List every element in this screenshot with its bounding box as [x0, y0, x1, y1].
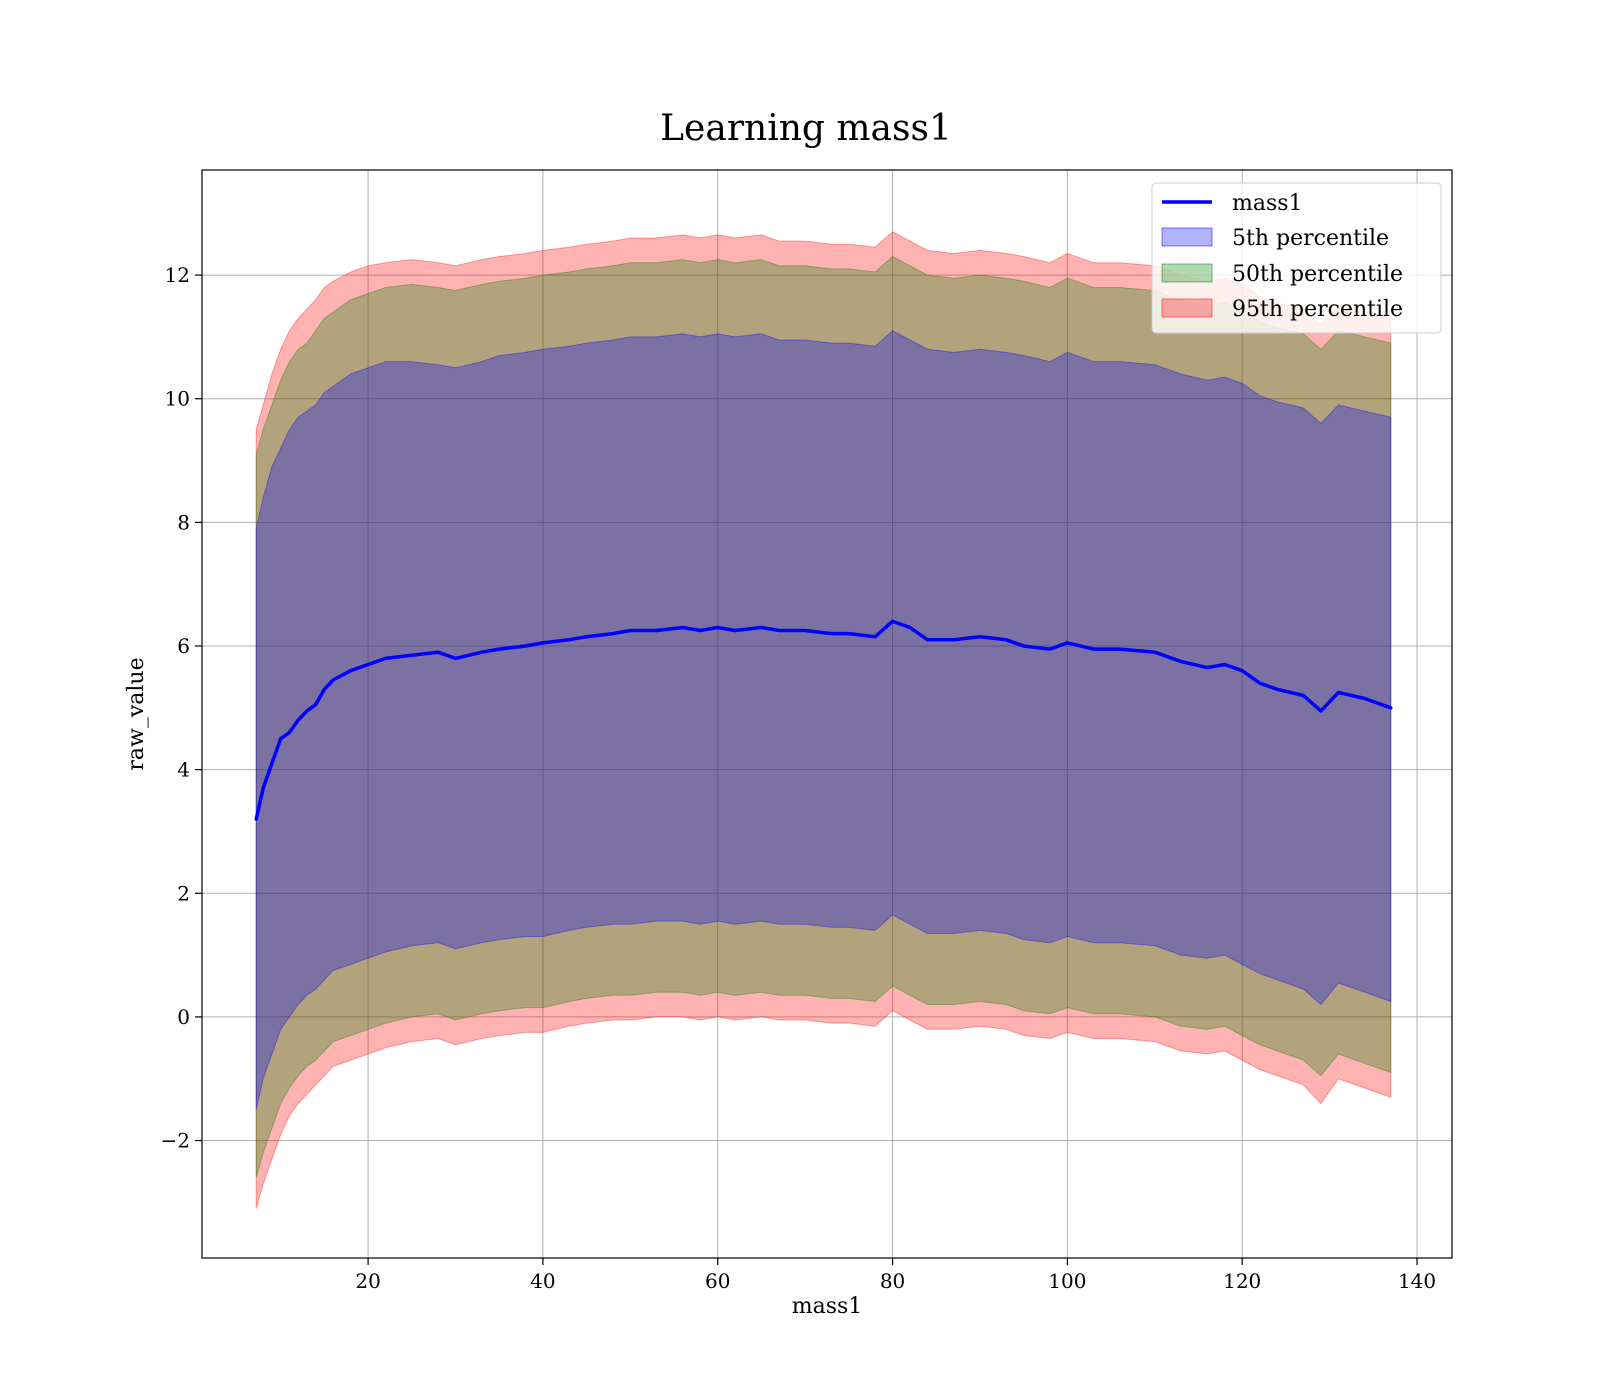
y-tick-label: −2: [161, 1129, 190, 1153]
legend-swatch-band-2: [1161, 298, 1213, 318]
x-tick-label: 60: [705, 1269, 730, 1293]
y-tick-label: 0: [177, 1005, 190, 1029]
x-tick-label: 80: [880, 1269, 905, 1293]
x-tick-label: 120: [1223, 1269, 1261, 1293]
legend-swatch-band-1: [1161, 263, 1213, 283]
legend-swatch-band-0: [1161, 227, 1213, 247]
legend-label-band-2: 95th percentile: [1232, 297, 1403, 322]
x-tick-label: 20: [355, 1269, 380, 1293]
legend-label-band-0: 5th percentile: [1232, 226, 1389, 251]
series-line-mass1: [254, 619, 1393, 821]
y-tick-label: 6: [177, 634, 190, 658]
x-tick-label: 40: [530, 1269, 555, 1293]
plot-frame: [201, 169, 1453, 1259]
percentile-bands: [255, 231, 1392, 1209]
legend-box: [1151, 182, 1442, 334]
line-series: [254, 619, 1393, 821]
y-axis-ticks: −2 0 2 4 6 8 10 12: [161, 263, 202, 1153]
legend-label-line: mass1: [1232, 191, 1303, 216]
x-axis-ticks: 20 40 60 80 100 120 140: [355, 1258, 1436, 1293]
y-tick-label: 10: [165, 387, 190, 411]
band-area-2: [255, 231, 1392, 1209]
y-axis-label: raw_value: [124, 657, 149, 770]
chart-title: Learning mass1: [660, 108, 952, 149]
legend: mass1 5th percentile 50th percentile 95t…: [1151, 182, 1442, 334]
x-tick-label: 140: [1398, 1269, 1436, 1293]
y-tick-label: 12: [165, 263, 190, 287]
plot-background: [202, 170, 1452, 1258]
band-area-0: [255, 330, 1392, 1110]
plot-area: [201, 169, 1453, 1259]
x-tick-label: 100: [1048, 1269, 1086, 1293]
band-area-1: [255, 255, 1392, 1178]
grid: [202, 170, 1452, 1258]
y-tick-label: 8: [177, 510, 190, 534]
y-tick-label: 2: [177, 881, 190, 905]
legend-label-band-1: 50th percentile: [1232, 262, 1403, 287]
x-axis-label: mass1: [792, 1294, 863, 1319]
y-tick-label: 4: [177, 758, 190, 782]
